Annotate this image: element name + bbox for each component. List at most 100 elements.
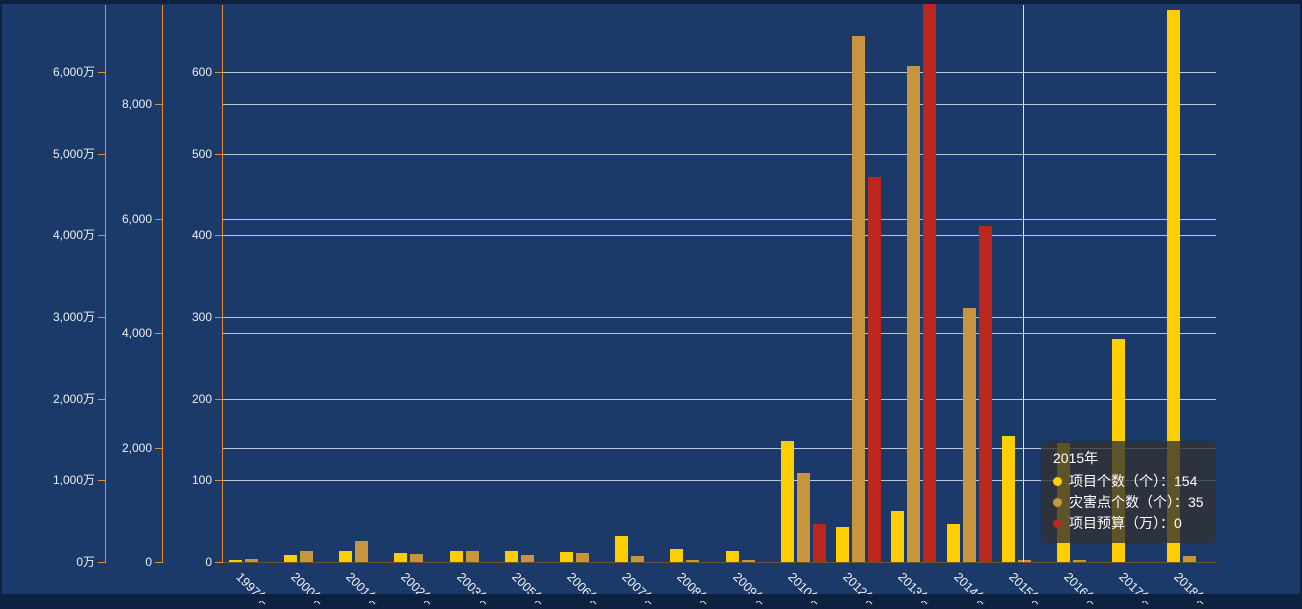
- x-axis-label-2010: 2010年: [785, 569, 824, 609]
- y-axis-tick-label-budget: 5,000万: [52, 146, 95, 161]
- bar-disaster-points-2001[interactable]: [355, 540, 369, 562]
- bar-projects-2015[interactable]: [1001, 436, 1015, 562]
- x-axis-tick: [222, 563, 223, 568]
- bar-disaster-points-2000[interactable]: [299, 551, 313, 562]
- y-axis-tick-label-count: 300: [191, 309, 212, 324]
- y-axis-tick-label-count: 200: [191, 391, 212, 406]
- gridline-count-300: [222, 316, 1216, 318]
- tooltip-row-2: 项目预算（万）：0: [1053, 513, 1204, 534]
- bar-projects-2006[interactable]: [559, 552, 573, 562]
- bar-disaster-points-2003[interactable]: [465, 551, 479, 562]
- x-axis-tick: [277, 563, 279, 568]
- x-axis-tick: [553, 563, 555, 568]
- bar-projects-2001[interactable]: [339, 551, 353, 562]
- gridline-points-6000: [222, 218, 1216, 220]
- bar-disaster-points-2007[interactable]: [631, 556, 645, 562]
- y-axis-tick-points: [155, 333, 162, 334]
- bar-projects-2014[interactable]: [946, 523, 960, 562]
- bar-disaster-points-1997[interactable]: [244, 558, 258, 562]
- bar-projects-2012[interactable]: [836, 526, 850, 562]
- bar-disaster-points-2005[interactable]: [520, 555, 534, 562]
- y-axis-tick-points: [155, 447, 162, 449]
- x-axis-label-2008: 2008年: [674, 569, 714, 609]
- y-axis-tick-budget: [98, 153, 105, 155]
- bar-budget-2010[interactable]: [812, 523, 826, 562]
- bar-projects-2018[interactable]: [1167, 9, 1181, 562]
- y-axis-tick-label-points: 4,000: [121, 326, 152, 340]
- bar-projects-2003[interactable]: [449, 551, 463, 562]
- y-axis-tick-count: [215, 480, 222, 482]
- gridline-count-400: [222, 235, 1216, 237]
- tooltip-row-text-0: 项目个数（个）：154: [1069, 473, 1198, 489]
- bar-disaster-points-2006[interactable]: [575, 553, 589, 562]
- y-axis-tick-points: [155, 104, 162, 105]
- gridline-count-600: [222, 71, 1216, 73]
- bar-projects-2000[interactable]: [283, 554, 297, 562]
- bar-budget-2013[interactable]: [923, 4, 937, 562]
- bar-projects-2005[interactable]: [504, 551, 518, 562]
- bar-budget-2014[interactable]: [978, 225, 992, 562]
- x-axis-tick: [1050, 563, 1052, 568]
- y-axis-line-count: [222, 5, 223, 563]
- x-axis-label-2002: 2002年: [398, 569, 437, 609]
- x-axis-label-2001: 2001年: [343, 569, 382, 609]
- bar-disaster-points-2002[interactable]: [410, 554, 424, 562]
- y-axis-line-points: [162, 5, 163, 563]
- y-axis-tick-count: [215, 235, 222, 237]
- gridline-points-4000: [222, 333, 1216, 334]
- x-axis-label-2007: 2007年: [619, 569, 658, 609]
- x-axis-tick: [995, 563, 997, 568]
- x-axis-label-1997: 1997年: [232, 569, 272, 609]
- bar-projects-1997[interactable]: [228, 560, 242, 562]
- y-axis-tick-points: [155, 562, 162, 563]
- tooltip-rows: 项目个数（个）：154 灾害点个数（个）：35 项目预算（万）：0: [1053, 471, 1204, 534]
- bar-projects-2010[interactable]: [780, 441, 794, 562]
- x-axis-label-2003: 2003年: [453, 569, 493, 609]
- x-axis-tick: [387, 563, 389, 568]
- bar-disaster-points-2014[interactable]: [962, 308, 976, 562]
- x-axis-label-2012: 2012年: [840, 569, 879, 609]
- x-axis-tick: [442, 563, 444, 568]
- axis-pointer-line: [1022, 5, 1024, 562]
- bar-disaster-points-2016[interactable]: [1072, 560, 1086, 562]
- y-axis-tick-label-budget: 2,000万: [52, 391, 95, 406]
- bar-disaster-points-2012[interactable]: [852, 36, 866, 562]
- x-axis-tick: [884, 563, 886, 568]
- bar-disaster-points-2009[interactable]: [741, 560, 755, 562]
- y-axis-tick-label-budget: 6,000万: [52, 64, 95, 79]
- x-axis-tick: [608, 563, 610, 568]
- tooltip-title: 2015年: [1053, 450, 1099, 466]
- bar-disaster-points-2015[interactable]: [1017, 560, 1031, 562]
- bar-projects-2008[interactable]: [670, 548, 684, 562]
- x-axis-label-2005: 2005年: [508, 569, 548, 609]
- x-axis-label-2016: 2016年: [1061, 569, 1100, 609]
- y-axis-tick-count: [215, 316, 222, 318]
- y-axis-tick-label-points: 8,000: [121, 97, 152, 111]
- tooltip-row-1: 灾害点个数（个）：35: [1053, 492, 1204, 513]
- y-axis-tick-count: [215, 398, 222, 400]
- gridline-points-8000: [222, 104, 1216, 105]
- bar-disaster-points-2008[interactable]: [686, 560, 700, 562]
- bar-disaster-points-2013[interactable]: [907, 65, 921, 562]
- bar-disaster-points-2018[interactable]: [1183, 556, 1197, 562]
- bar-budget-2012[interactable]: [868, 176, 882, 562]
- y-axis-tick-count: [215, 71, 222, 73]
- x-axis-label-2017: 2017年: [1116, 569, 1155, 609]
- tooltip-row-0: 项目个数（个）：154: [1053, 471, 1204, 492]
- x-axis-tick: [332, 563, 334, 568]
- bar-projects-2007[interactable]: [615, 535, 629, 562]
- tooltip-series-dot-2: [1053, 519, 1062, 528]
- y-axis-tick-label-budget: 4,000万: [52, 228, 95, 243]
- x-axis-line: [222, 562, 1216, 563]
- gridline-count-200: [222, 398, 1216, 400]
- bar-disaster-points-2010[interactable]: [796, 473, 810, 562]
- bar-projects-2013[interactable]: [891, 510, 905, 562]
- bar-projects-2002[interactable]: [394, 553, 408, 562]
- frame-edge-bottom: [0, 594, 1302, 601]
- frame-edge-left: [0, 0, 2, 601]
- gridline-count-500: [222, 153, 1216, 155]
- bar-projects-2009[interactable]: [725, 551, 739, 562]
- y-axis-tick-label-points: 0: [145, 555, 152, 569]
- y-axis-tick-budget: [98, 562, 105, 563]
